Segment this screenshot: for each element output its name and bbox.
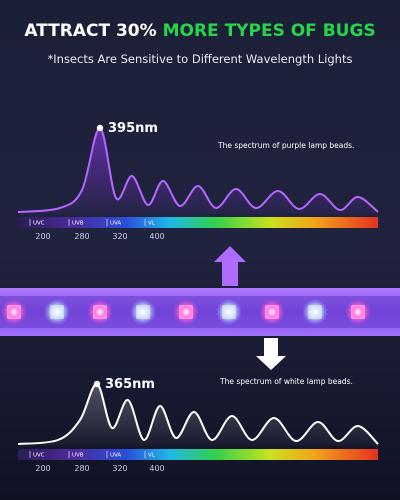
led-glow bbox=[173, 299, 199, 325]
band-label: UVC bbox=[33, 453, 45, 459]
led-glow bbox=[1, 299, 27, 325]
peak-dot bbox=[93, 380, 101, 388]
tick-label: 280 bbox=[74, 464, 89, 473]
peak-label: 365nm bbox=[105, 377, 155, 392]
led-strip bbox=[0, 288, 400, 336]
band-label: UVB bbox=[72, 453, 84, 459]
peak-label: 395nm bbox=[108, 121, 158, 136]
tick-label: 200 bbox=[35, 464, 50, 473]
band-label: UVB bbox=[72, 221, 84, 227]
arrow-down bbox=[256, 338, 286, 370]
band-label: UVA bbox=[110, 221, 121, 227]
led-glow bbox=[345, 299, 371, 325]
tick-label: 400 bbox=[149, 232, 164, 241]
band-label: UVA bbox=[110, 453, 121, 459]
tick-label: 280 bbox=[74, 232, 89, 241]
led-glow bbox=[216, 299, 242, 325]
led-glow bbox=[44, 299, 70, 325]
led-glow bbox=[302, 299, 328, 325]
headline: ATTRACT 30% MORE TYPES OF BUGS bbox=[24, 21, 375, 41]
tick-label: 400 bbox=[149, 464, 164, 473]
caption: The spectrum of purple lamp beads. bbox=[217, 141, 354, 150]
spectrum-area bbox=[18, 127, 378, 214]
headline-white: ATTRACT 30% bbox=[24, 21, 156, 41]
spectrum-bar bbox=[18, 217, 378, 228]
led-glow bbox=[259, 299, 285, 325]
peak-dot bbox=[96, 124, 104, 132]
tick-label: 200 bbox=[35, 232, 50, 241]
headline-green: MORE TYPES OF BUGS bbox=[163, 21, 376, 41]
tick-label: 320 bbox=[112, 232, 127, 241]
tick-label: 320 bbox=[112, 464, 127, 473]
spectrum-area bbox=[18, 383, 378, 446]
led-glow bbox=[130, 299, 156, 325]
band-label: VL bbox=[148, 221, 156, 227]
caption: The spectrum of white lamp beads. bbox=[219, 377, 353, 386]
subtitle: *Insects Are Sensitive to Different Wave… bbox=[48, 52, 353, 66]
band-label: VL bbox=[148, 453, 156, 459]
spectrum-bar bbox=[18, 449, 378, 460]
led-glow bbox=[87, 299, 113, 325]
arrow-up bbox=[214, 246, 246, 286]
band-label: UVC bbox=[33, 221, 45, 227]
